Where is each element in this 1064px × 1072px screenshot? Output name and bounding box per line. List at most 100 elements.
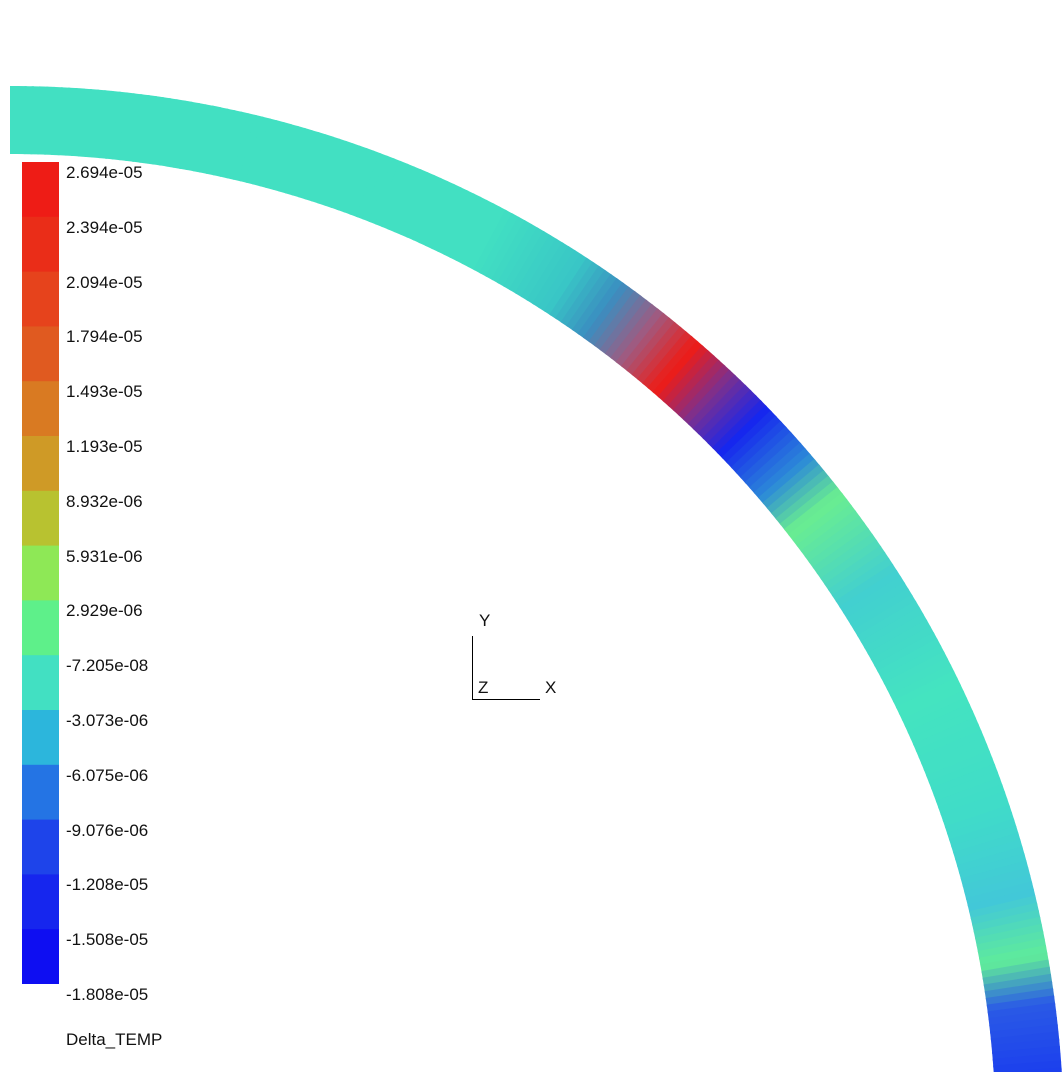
ring-segment	[560, 265, 607, 328]
ring-segment	[158, 98, 179, 167]
legend-color-band	[22, 655, 59, 711]
ring-segment	[111, 91, 129, 161]
ring-segment	[514, 234, 558, 298]
ring-segment	[942, 797, 1010, 829]
ring-segment	[549, 257, 595, 320]
legend-tick-label: -1.208e-05	[66, 875, 149, 895]
ring-segment	[991, 1038, 1060, 1054]
ring-segment	[967, 888, 1036, 914]
ring-segment	[232, 113, 257, 182]
ring-segment	[820, 539, 882, 586]
ring-segment	[291, 129, 320, 198]
ring-segment	[808, 521, 870, 569]
legend-color-band	[22, 162, 59, 218]
triad-y-label: Y	[479, 611, 491, 630]
ring-segment	[956, 846, 1025, 874]
ring-segment	[850, 588, 913, 632]
ring-segment	[532, 245, 577, 309]
ring-segment	[992, 1053, 1062, 1068]
ring-segment	[976, 930, 1045, 954]
ring-segment	[271, 123, 299, 192]
ring-segment	[964, 874, 1033, 901]
ring-segment	[393, 169, 429, 236]
ring-segment	[467, 206, 508, 271]
ring-segment	[687, 374, 742, 430]
ring-segment	[258, 120, 285, 189]
ring-segment	[895, 677, 962, 715]
ring-segment	[835, 563, 898, 609]
ring-segment	[749, 442, 807, 495]
ring-segment	[980, 952, 1049, 974]
ring-segment	[983, 973, 1053, 994]
ring-segment	[779, 481, 839, 531]
legend-tick-label: -9.076e-06	[66, 820, 149, 840]
ring-segment	[192, 104, 215, 173]
ring-segment	[846, 581, 910, 626]
ring-segment	[582, 282, 631, 343]
ring-segment	[593, 290, 642, 351]
ring-segment	[877, 638, 942, 679]
ring-segment	[520, 238, 564, 302]
ring-segment	[880, 644, 945, 685]
ring-segment	[901, 690, 968, 728]
ring-segment	[907, 703, 974, 740]
ring-segment	[972, 909, 1041, 934]
ring-segment	[631, 321, 682, 381]
ring-segment	[381, 163, 416, 230]
ring-segment	[571, 273, 619, 335]
ring-segment	[863, 613, 928, 655]
ring-segment	[870, 625, 935, 667]
ring-segment	[860, 606, 924, 649]
ring-segment	[912, 716, 980, 753]
ring-segment	[179, 101, 200, 171]
legend-title: Delta_TEMP	[66, 1030, 163, 1049]
legend-color-band	[22, 819, 59, 875]
ring-segment	[992, 1045, 1061, 1061]
ring-segment	[796, 504, 857, 553]
ring-segment	[753, 447, 812, 500]
ring-segment	[205, 106, 229, 176]
ring-segment	[766, 464, 826, 515]
ring-segment	[368, 158, 402, 225]
legend-color-band	[22, 436, 59, 492]
ring-segment	[933, 770, 1001, 803]
ring-segment	[990, 1024, 1059, 1041]
ring-segment	[543, 253, 589, 316]
legend-color-band	[22, 216, 59, 273]
ring-segment	[555, 261, 601, 324]
ring-segment	[839, 569, 902, 614]
legend-tick-label: -6.075e-06	[66, 765, 149, 785]
legend-tick-label: 2.694e-05	[66, 163, 143, 182]
ring-segment	[949, 818, 1017, 848]
ring-segment	[610, 303, 660, 364]
ring-segment	[621, 312, 671, 372]
ring-segment	[958, 853, 1027, 881]
ring-segment	[355, 152, 389, 220]
ring-segment	[920, 736, 988, 771]
ring-segment	[923, 743, 991, 778]
ring-segment	[485, 216, 527, 281]
ring-segment	[526, 242, 571, 305]
ring-segment	[636, 326, 688, 385]
ring-segment	[473, 209, 514, 274]
ring-segment	[461, 202, 501, 268]
ring-segment	[626, 317, 677, 376]
ring-segment	[77, 88, 92, 157]
ring-segment	[744, 436, 802, 489]
triad-z-label: Z	[478, 678, 489, 697]
ring-segment	[926, 750, 993, 784]
ring-segment	[430, 186, 469, 253]
ring-segment	[84, 89, 100, 158]
ring-segment	[91, 89, 107, 159]
ring-segment	[982, 966, 1052, 987]
legend-color-band	[22, 710, 59, 766]
ring-segment	[667, 354, 721, 412]
legend-color-band	[22, 490, 59, 547]
ring-segment	[131, 94, 150, 163]
ring-segment	[726, 415, 783, 469]
ring-segment	[692, 379, 747, 435]
ring-segment	[278, 125, 306, 194]
ring-segment	[824, 545, 886, 592]
